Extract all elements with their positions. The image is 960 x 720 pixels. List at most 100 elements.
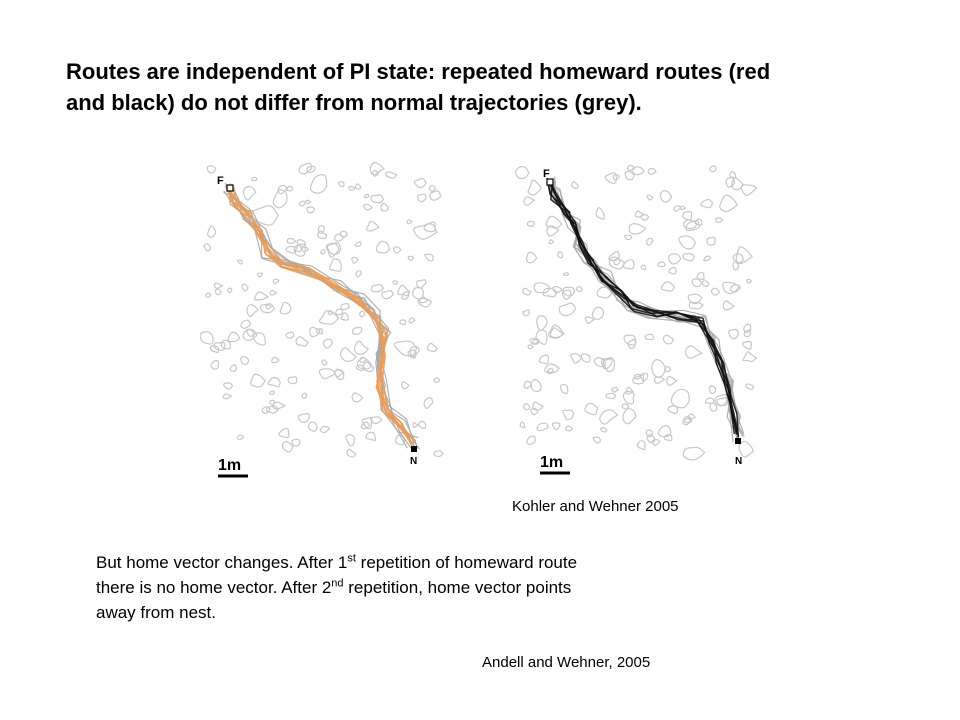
landmark — [285, 331, 295, 339]
landmark — [328, 258, 342, 272]
landmark — [562, 286, 576, 297]
body-line-2: there is no home vector. After 2nd repet… — [96, 575, 816, 600]
landmark — [536, 315, 548, 332]
body-line-1-a: But home vector changes. After 1 — [96, 553, 348, 572]
landmark — [653, 376, 666, 384]
landmark — [351, 326, 363, 335]
landmark — [657, 261, 666, 268]
landmark — [214, 288, 222, 296]
landmark — [682, 219, 698, 230]
landmark — [333, 369, 345, 381]
normal-trajectory — [546, 181, 744, 437]
landmark — [361, 416, 373, 430]
landmark — [294, 243, 307, 257]
homeward-route — [546, 178, 739, 438]
route-map-left-svg: F N 1m — [200, 162, 444, 478]
landmark — [523, 380, 533, 389]
body-line-2-b: repetition, home vector points — [343, 578, 572, 597]
landmark — [237, 259, 243, 265]
body-line-1-b: repetition of homeward route — [355, 553, 578, 572]
landmark — [298, 162, 313, 175]
landmark — [688, 301, 704, 310]
landmark — [592, 436, 601, 444]
landmark — [375, 240, 390, 254]
landmark — [545, 215, 563, 230]
landmark — [663, 434, 673, 442]
landmark — [401, 291, 410, 300]
landmark — [640, 264, 647, 271]
landmark — [266, 405, 279, 414]
landmark — [424, 253, 434, 262]
landmark — [651, 438, 661, 446]
landmark — [644, 333, 655, 341]
landmark — [651, 359, 667, 378]
landmark — [704, 397, 716, 404]
landmark — [551, 422, 561, 431]
landmark — [710, 287, 721, 296]
slide-title-line-2: and black) do not differ from normal tra… — [66, 90, 642, 115]
landmark — [397, 284, 411, 297]
landmark — [360, 421, 371, 430]
landmark — [628, 223, 647, 235]
landmark — [334, 308, 344, 316]
landmark — [612, 173, 621, 181]
landmark — [423, 397, 434, 409]
landmark — [242, 185, 257, 201]
route-map-right-svg: F N 1m — [515, 164, 758, 475]
landmark — [611, 386, 619, 393]
landmark — [200, 331, 214, 345]
landmark — [363, 193, 370, 199]
landmark — [535, 329, 548, 345]
landmark — [203, 243, 212, 252]
landmark — [306, 165, 316, 174]
landmark — [519, 421, 526, 429]
citation-kohler-wehner: Kohler and Wehner 2005 — [512, 498, 679, 515]
feeder-label: F — [543, 168, 550, 180]
landmark — [413, 177, 427, 189]
landmark — [678, 235, 697, 250]
landmark — [525, 251, 538, 264]
landmark — [645, 429, 654, 438]
landmark — [301, 392, 308, 399]
landmark — [346, 448, 357, 458]
landmark — [544, 363, 560, 374]
landmark — [269, 289, 278, 296]
nest-label: N — [735, 456, 742, 467]
landmark — [407, 349, 417, 359]
landmark — [659, 190, 673, 203]
landmark — [393, 340, 418, 357]
landmark — [722, 281, 741, 295]
landmark — [685, 219, 701, 232]
landmark — [306, 206, 316, 214]
landmark — [385, 171, 398, 179]
landmark — [624, 386, 634, 395]
landmark — [728, 328, 739, 340]
slide-title: Routes are independent of PI state: repe… — [66, 56, 906, 118]
landmark — [696, 271, 705, 280]
landmark — [667, 405, 679, 415]
landmark — [353, 340, 370, 355]
landmark — [429, 190, 442, 201]
landmark — [701, 280, 710, 287]
landmark — [287, 375, 298, 385]
landmark — [309, 174, 328, 194]
landmark — [229, 364, 238, 372]
landmark — [252, 332, 266, 346]
landmark — [742, 340, 753, 351]
landmark — [381, 290, 395, 300]
landmark — [321, 359, 328, 366]
landmark — [548, 239, 555, 245]
landmark — [682, 446, 706, 461]
landmark — [365, 431, 377, 442]
landmark — [369, 162, 385, 176]
landmark — [406, 219, 414, 225]
scale-label: 1m — [540, 454, 563, 471]
landmark — [362, 361, 375, 373]
landmark — [317, 230, 328, 240]
landmark — [735, 246, 753, 265]
landmark — [392, 280, 399, 286]
landmark — [666, 375, 678, 386]
landmark — [428, 185, 437, 192]
landmark — [687, 293, 703, 305]
landmark — [685, 345, 704, 359]
